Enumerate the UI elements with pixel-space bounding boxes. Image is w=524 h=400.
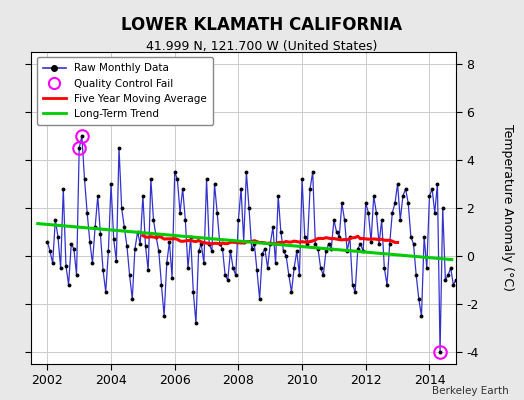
Text: LOWER KLAMATH CALIFORNIA: LOWER KLAMATH CALIFORNIA — [122, 16, 402, 34]
Y-axis label: Temperature Anomaly (°C): Temperature Anomaly (°C) — [501, 124, 514, 292]
Legend: Raw Monthly Data, Quality Control Fail, Five Year Moving Average, Long-Term Tren: Raw Monthly Data, Quality Control Fail, … — [37, 57, 213, 125]
Text: 41.999 N, 121.700 W (United States): 41.999 N, 121.700 W (United States) — [146, 40, 378, 53]
Text: Berkeley Earth: Berkeley Earth — [432, 386, 508, 396]
